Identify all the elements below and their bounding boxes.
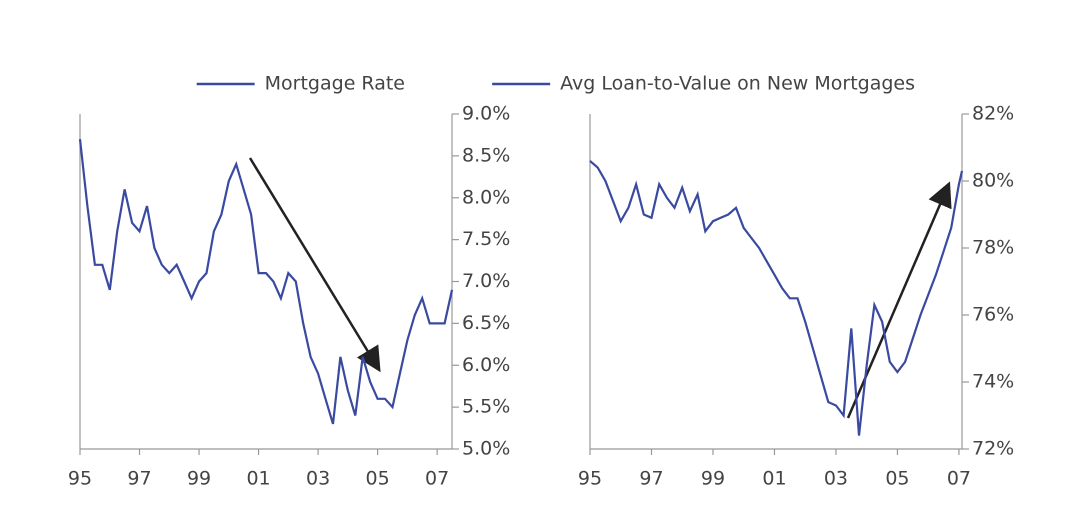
- data-line: [78, 138, 454, 425]
- x-tick-label: 97: [639, 468, 663, 490]
- y-tick-label: 82%: [972, 103, 1014, 125]
- x-tick-label: 95: [578, 468, 602, 490]
- trend-arrow: [248, 157, 381, 373]
- y-tick-label: 9.0%: [462, 103, 510, 125]
- y-tick-label: 74%: [972, 371, 1014, 393]
- x-tick-label: 01: [246, 468, 270, 490]
- y-tick-label: 6.5%: [462, 312, 510, 334]
- x-tick-label: 99: [701, 468, 725, 490]
- y-tick-label: 76%: [972, 304, 1014, 326]
- y-tick-label: 72%: [972, 438, 1014, 460]
- x-tick-label: 05: [885, 468, 909, 490]
- x-tick-label: 05: [366, 468, 390, 490]
- x-tick-label: 95: [68, 468, 92, 490]
- x-tick-label: 99: [187, 468, 211, 490]
- data-line: [589, 160, 964, 436]
- y-tick-label: 78%: [972, 237, 1014, 259]
- x-tick-label: 97: [127, 468, 151, 490]
- x-tick-label: 03: [824, 468, 848, 490]
- y-tick-label: 5.5%: [462, 396, 510, 418]
- y-tick-label: 8.0%: [462, 186, 510, 208]
- x-tick-label: 01: [762, 468, 786, 490]
- trend-arrow: [846, 181, 952, 419]
- x-tick-label: 07: [947, 468, 971, 490]
- y-tick-label: 6.0%: [462, 354, 510, 376]
- x-tick-label: 07: [425, 468, 449, 490]
- y-tick-label: 80%: [972, 170, 1014, 192]
- x-tick-label: 03: [306, 468, 330, 490]
- legend-label: Mortgage Rate: [265, 73, 405, 95]
- y-tick-label: 8.5%: [462, 144, 510, 166]
- y-tick-label: 5.0%: [462, 438, 510, 460]
- y-tick-label: 7.0%: [462, 270, 510, 292]
- legend-label: Avg Loan-to-Value on New Mortgages: [560, 73, 915, 95]
- y-tick-label: 7.5%: [462, 228, 510, 250]
